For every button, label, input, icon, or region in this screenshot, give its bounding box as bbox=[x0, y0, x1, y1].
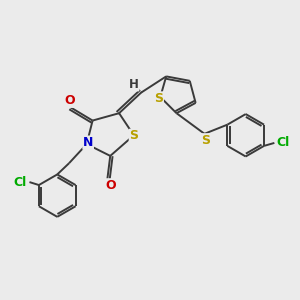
Text: O: O bbox=[64, 94, 75, 107]
Text: O: O bbox=[106, 179, 116, 192]
Text: H: H bbox=[129, 78, 139, 91]
Text: S: S bbox=[154, 92, 163, 105]
Text: N: N bbox=[83, 136, 93, 149]
Text: Cl: Cl bbox=[13, 176, 26, 189]
Text: S: S bbox=[201, 134, 210, 147]
Text: Cl: Cl bbox=[277, 136, 290, 149]
Text: S: S bbox=[129, 129, 138, 142]
